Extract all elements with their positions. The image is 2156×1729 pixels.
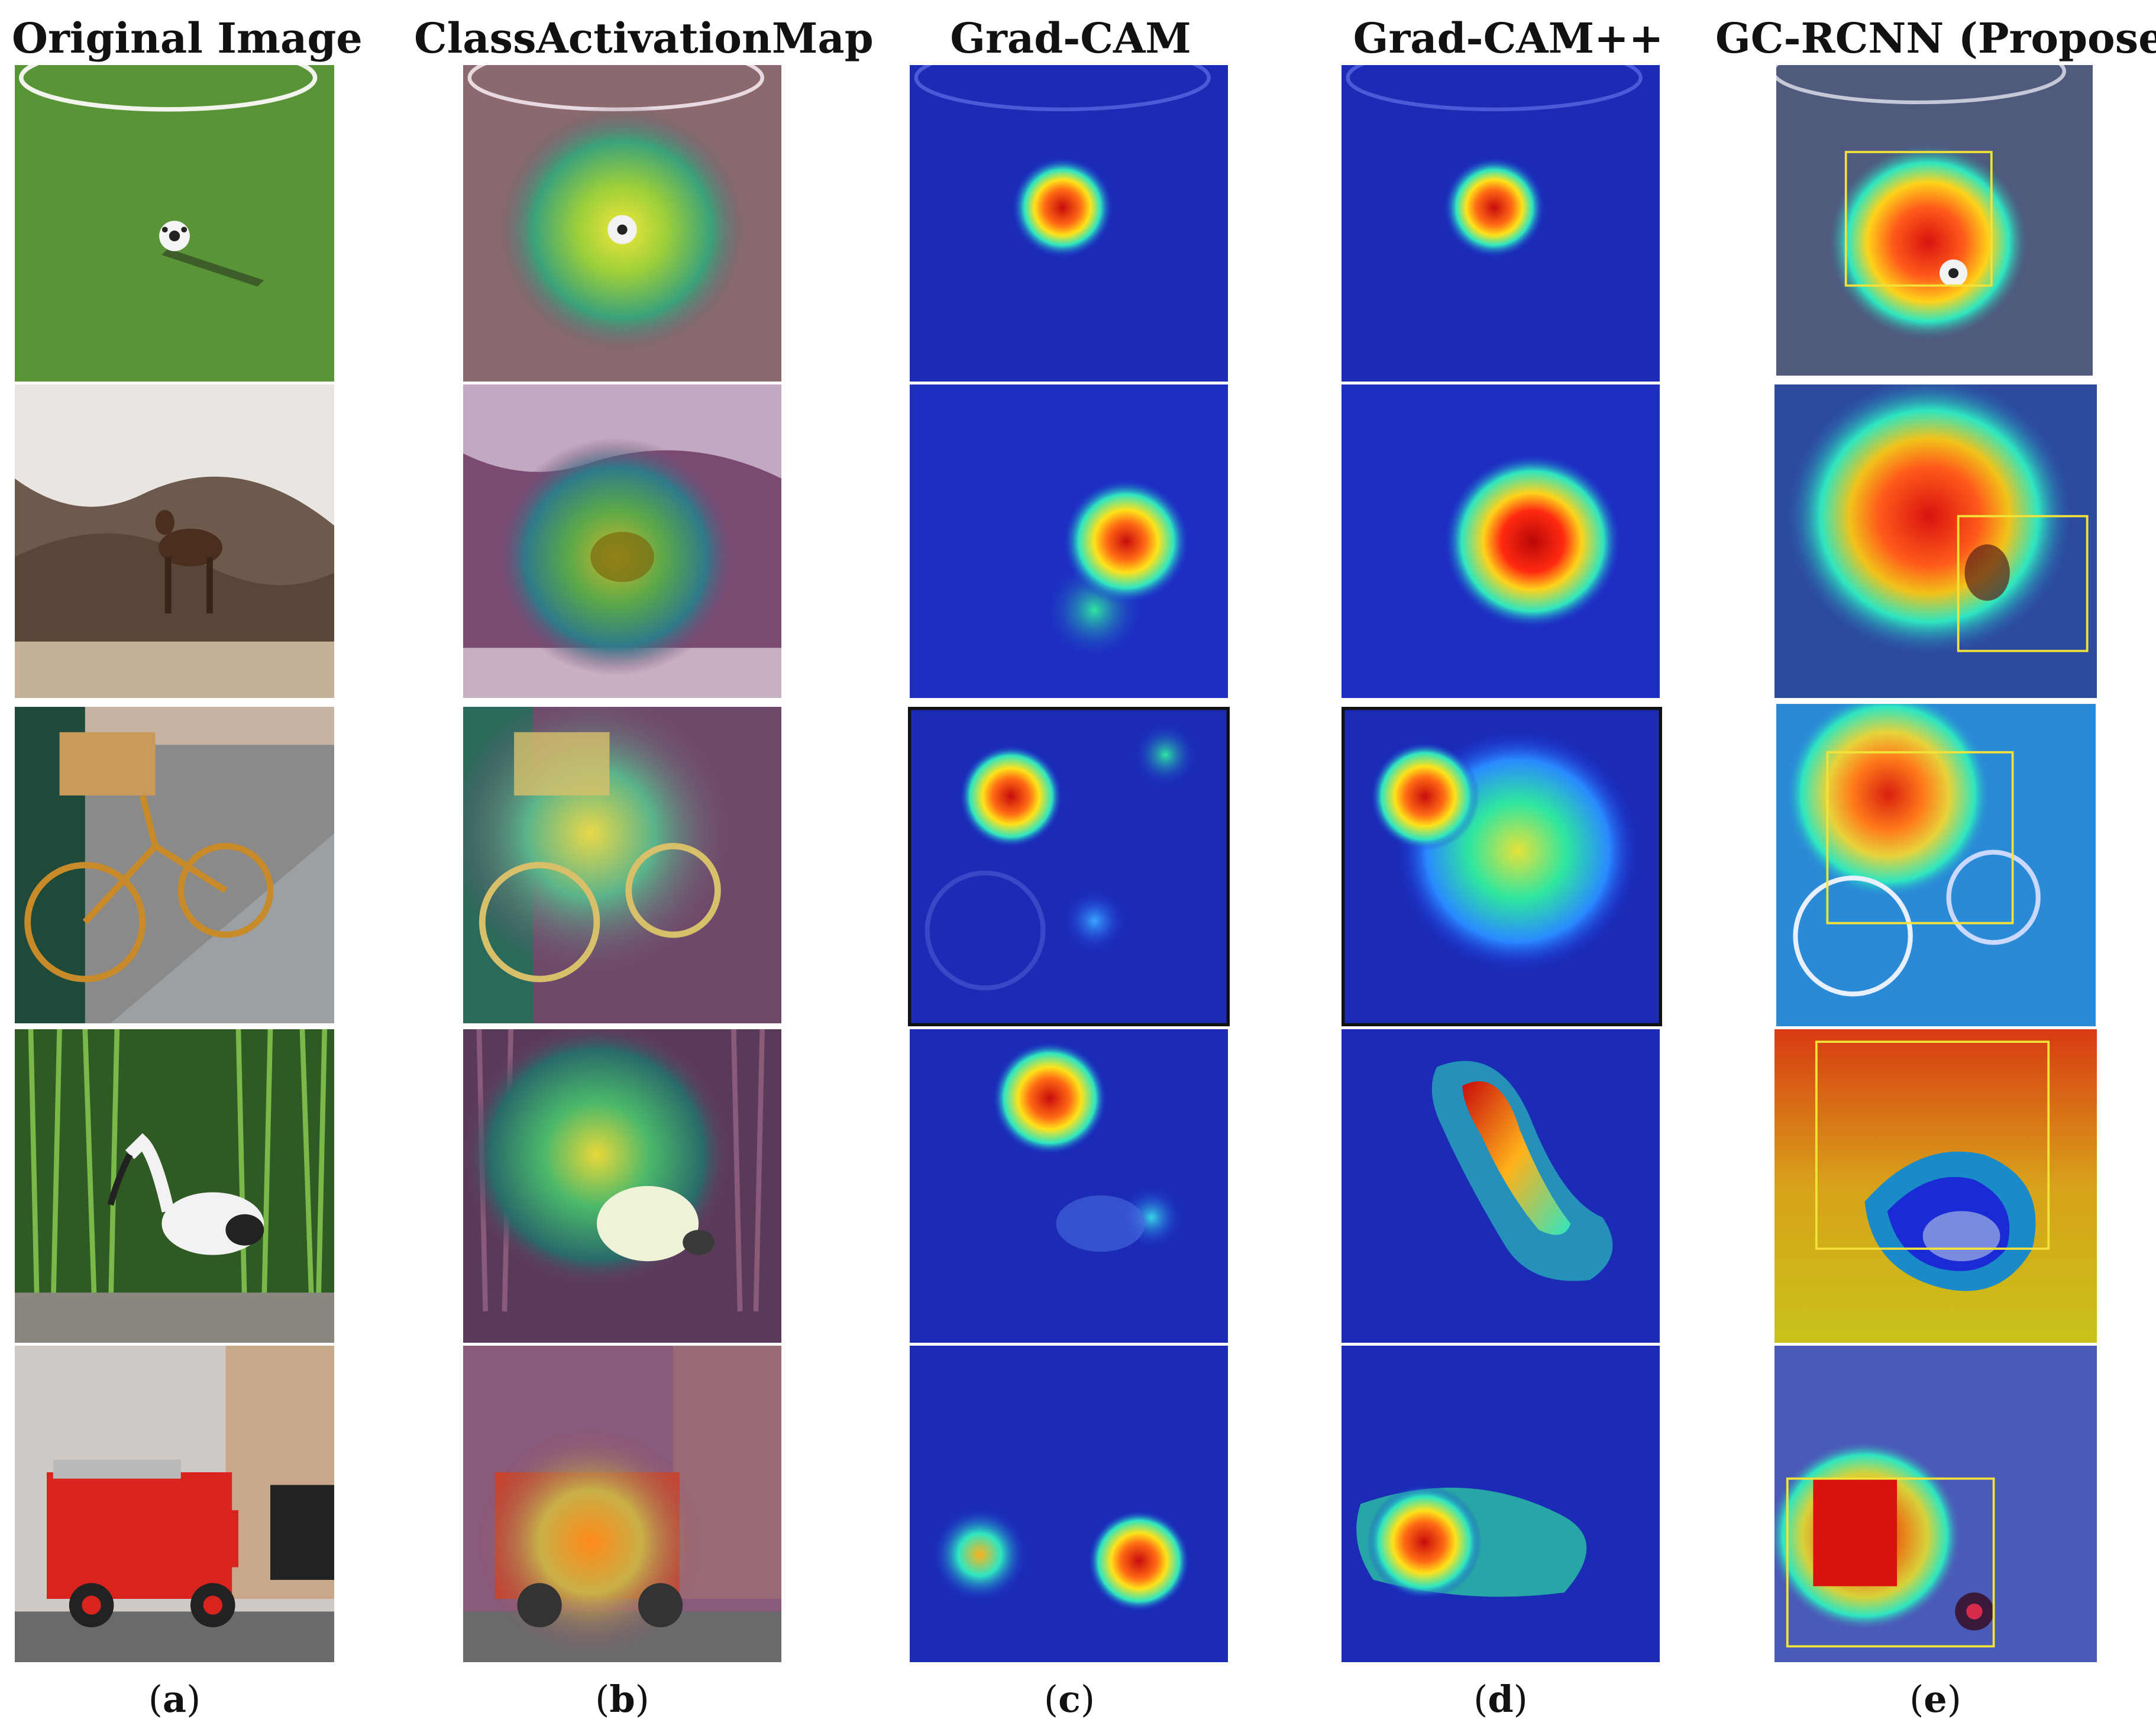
image-ibis-gradcampp [1342, 1029, 1660, 1343]
image-firetruck-gradcampp [1342, 1346, 1660, 1662]
label-e-letter: e [1924, 1678, 1947, 1721]
image-deer-gradcampp [1342, 384, 1660, 698]
image-bicycle-cam [463, 707, 781, 1023]
label-d-letter: d [1488, 1678, 1514, 1721]
image-bicycle-gradcam [908, 707, 1230, 1026]
image-soccer-gradcam [910, 65, 1228, 382]
image-ibis-cam [463, 1029, 781, 1343]
header-class-activation-map: ClassActivationMap [414, 14, 874, 63]
image-soccer-gradcampp [1342, 65, 1660, 382]
header-grad-cam-plus-plus: Grad-CAM++ [1353, 14, 1664, 63]
label-b: (b) [563, 1671, 681, 1727]
image-bicycle-gradcampp [1342, 707, 1662, 1026]
label-c-letter: c [1058, 1678, 1081, 1721]
label-c-close: ) [1080, 1678, 1095, 1721]
label-b-letter: b [609, 1678, 635, 1721]
image-soccer-gcrcnn [1776, 65, 2093, 376]
label-a-close: ) [186, 1678, 201, 1721]
header-original-image: Original Image [12, 14, 363, 63]
image-deer-original [15, 384, 334, 698]
image-firetruck-gcrcnn [1774, 1346, 2097, 1662]
image-bicycle-gcrcnn [1776, 704, 2096, 1026]
image-deer-gcrcnn [1774, 384, 2097, 698]
label-b-close: ) [635, 1678, 649, 1721]
label-a: (a) [115, 1671, 234, 1727]
label-e-close: ) [1947, 1678, 1961, 1721]
label-d: (d) [1441, 1671, 1560, 1727]
label-d-close: ) [1513, 1678, 1528, 1721]
image-soccer-original [15, 65, 334, 382]
label-e: (e) [1876, 1671, 1995, 1727]
label-a-open: ( [148, 1678, 163, 1721]
image-ibis-original [15, 1029, 334, 1343]
image-firetruck-gradcam [910, 1346, 1228, 1662]
header-grad-cam: Grad-CAM [950, 14, 1191, 63]
image-firetruck-original [15, 1346, 334, 1662]
label-a-letter: a [162, 1678, 187, 1721]
label-c: (c) [1010, 1671, 1129, 1727]
image-soccer-cam [463, 65, 781, 382]
label-e-open: ( [1909, 1678, 1924, 1721]
image-bicycle-original [15, 707, 334, 1023]
label-b-open: ( [595, 1678, 610, 1721]
label-d-open: ( [1473, 1678, 1488, 1721]
image-deer-gradcam [910, 384, 1228, 698]
label-c-open: ( [1043, 1678, 1059, 1721]
image-ibis-gcrcnn [1774, 1029, 2097, 1343]
header-gc-rcnn-proposed: GC-RCNN (Proposed) [1715, 14, 2156, 63]
image-ibis-gradcam [910, 1029, 1228, 1343]
image-deer-cam [463, 384, 781, 698]
image-firetruck-cam [463, 1346, 781, 1662]
